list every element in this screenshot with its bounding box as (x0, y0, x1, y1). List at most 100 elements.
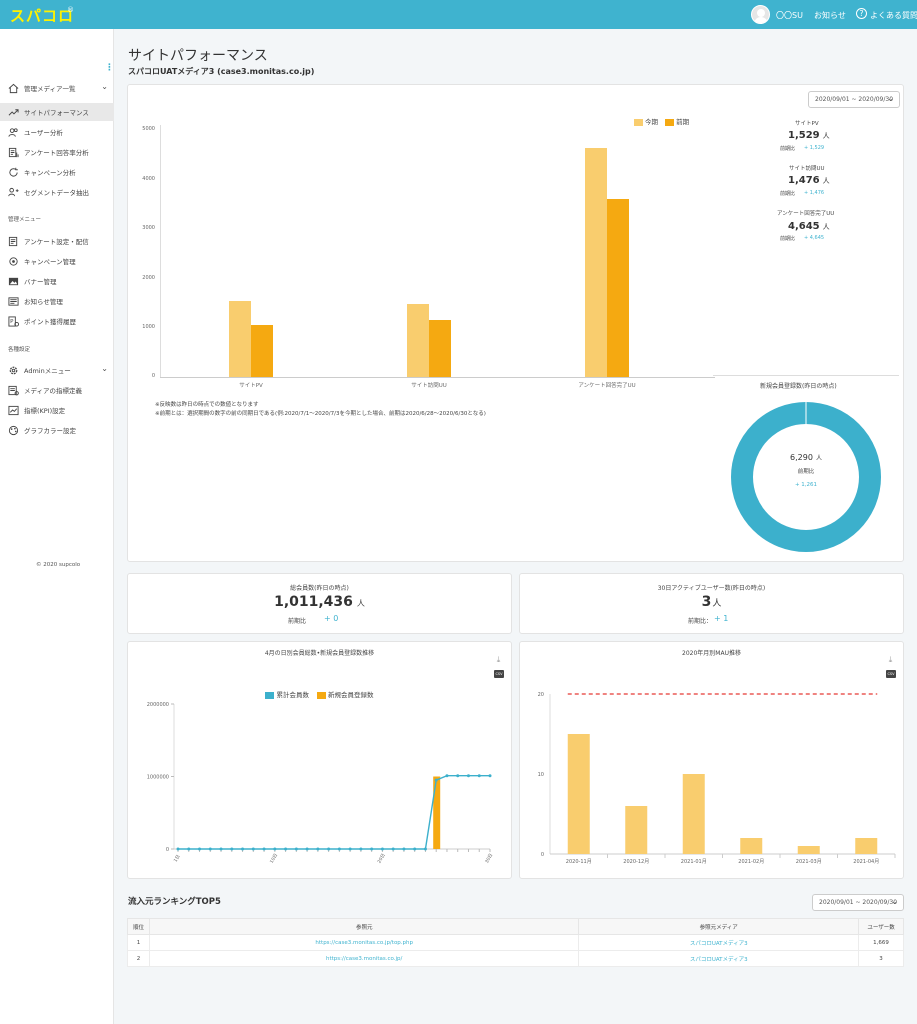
x-tick: 2021-03月 (796, 859, 822, 865)
donut-diff: + 1,261 (794, 482, 818, 488)
total-members-point (402, 847, 406, 851)
bar-current[interactable] (229, 301, 251, 377)
total-members-point (337, 847, 341, 851)
total-members-point (294, 847, 298, 851)
chart-note: ※反映数は昨日の時点での数値となります (155, 402, 259, 408)
bar-previous[interactable] (251, 325, 273, 377)
sidebar-item-campaign-manage[interactable]: キャンペーン管理 (0, 252, 114, 270)
daily-chart-legend: 累計会員数 新規会員登録数 (128, 689, 511, 699)
ranking-date-select[interactable]: 2020/09/01 ~ 2020/09/30 ⌄ (812, 894, 904, 911)
sidebar-item-survey-rate[interactable]: アンケート回答率分析 (0, 143, 114, 161)
column-header[interactable]: ユーザー数 (858, 918, 904, 935)
chart-title: 2020年月別MAU推移 (682, 650, 741, 657)
total-members-point (316, 847, 320, 851)
column-header[interactable]: 順位 (127, 918, 150, 935)
sidebar-item-segment-export[interactable]: セグメントデータ抽出 (0, 183, 114, 201)
bar-previous[interactable] (607, 199, 629, 377)
stat-title: サイトPV (795, 121, 819, 127)
trend-icon (8, 107, 19, 118)
ranking-title: 流入元ランキングTOP5 (128, 897, 221, 907)
sidebar-item-label: ポイント獲得履歴 (24, 318, 76, 326)
y-tick: 0 (541, 852, 544, 858)
sidebar-item-admin-menu[interactable]: Adminメニュー ⌄ (0, 361, 114, 379)
bar-current[interactable] (407, 304, 429, 377)
page-subtitle: スパコロUATメディア3 (case3.monitas.co.jp) (128, 67, 315, 76)
total-members-point (477, 774, 481, 778)
section-label-settings: 各種設定 (8, 347, 31, 353)
sidebar-item-metric-definition[interactable]: メディアの指標定義 (0, 381, 114, 399)
total-members-point (456, 774, 460, 778)
sidebar-item-kpi-settings[interactable]: 指標(KPI)設定 (0, 401, 114, 419)
sidebar-item-site-performance[interactable]: サイトパフォーマンス (0, 103, 114, 121)
sidebar-item-user-analysis[interactable]: ユーザー分析 (0, 123, 114, 141)
stat-value: 1,476 人 (788, 175, 830, 186)
date-range-select[interactable]: 2020/09/01 ~ 2020/09/30 ⌄ (808, 91, 900, 108)
kpi-diff-label: 前期比： (688, 618, 713, 625)
mau-bar (625, 806, 648, 854)
sidebar-item-points-history[interactable]: P ポイント獲得履歴 (0, 312, 114, 330)
y-tick: 0 (151, 373, 155, 379)
mau-bar (740, 838, 763, 854)
mau-chart-card: 2020年月別MAU推移 ⤓ CSV 20 10 0 2020-11月 2020-12月… (519, 641, 904, 879)
segment-icon (8, 187, 19, 198)
csv-icon[interactable]: CSV (494, 670, 504, 678)
sidebar-item-label: バナー管理 (24, 278, 57, 286)
avatar[interactable] (751, 5, 770, 24)
donut-value: 6,290 人 (790, 453, 822, 462)
total-members-point (176, 847, 180, 851)
total-members-point (488, 774, 492, 778)
total-members-point (413, 847, 417, 851)
column-header[interactable]: 参照元メディア (578, 918, 860, 935)
stat-title: アンケート回答完了UU (777, 211, 835, 217)
column-header[interactable]: 参照元 (148, 918, 580, 935)
bar-previous[interactable] (429, 320, 451, 377)
x-tick: 1日 (173, 854, 182, 863)
sidebar-item-graph-color[interactable]: グラフカラー設定 (0, 421, 114, 439)
sidebar-item-media-list[interactable]: 管理メディア一覧 ⌄ (0, 79, 114, 97)
sidebar-item-label: メディアの指標定義 (24, 387, 83, 395)
sidebar-item-survey-settings[interactable]: アンケート設定・配信 (0, 232, 114, 250)
logo[interactable]: スパコロ (10, 7, 75, 25)
chevron-down-icon[interactable]: ⌄ (101, 364, 108, 373)
total-members-point (359, 847, 363, 851)
x-tick: 20日 (376, 853, 386, 865)
bar-current[interactable] (585, 147, 607, 377)
total-members-point (391, 847, 395, 851)
x-tick: 2021-01月 (681, 859, 707, 865)
kpi-diff-label: 前期比 (288, 618, 307, 625)
y-tick: 0 (166, 847, 169, 853)
refresh-icon (8, 167, 19, 178)
donut-divider (713, 375, 899, 376)
user-count-cell: 1,669 (858, 934, 904, 951)
csv-icon[interactable]: CSV (886, 670, 896, 678)
chart-note: ※前期とは：選択期間の数字の前の同期日である(例:2020/7/1〜2020/7… (155, 411, 486, 417)
svg-text:P: P (10, 318, 14, 324)
total-members-line (178, 775, 490, 850)
legend-new: 新規会員登録数 (328, 691, 374, 699)
donut-diff-label: 前期比 (797, 469, 815, 475)
kebab-menu-icon[interactable]: ⋮ (105, 63, 114, 73)
sidebar-item-notice-manage[interactable]: お知らせ管理 (0, 292, 114, 310)
sidebar-item-banner-manage[interactable]: バナー管理 (0, 272, 114, 290)
referrer-link[interactable]: https://case3.monitas.co.jp/top.php (148, 934, 580, 951)
chevron-down-icon[interactable]: ⌄ (101, 82, 108, 91)
download-icon[interactable]: ⤓ (496, 655, 501, 664)
referrer-media-link[interactable]: スパコロUATメディア3 (578, 950, 860, 967)
sidebar-item-campaign-analysis[interactable]: キャンペーン分析 (0, 163, 114, 181)
help-icon[interactable]: ? (856, 8, 867, 19)
page-title: サイトパフォーマンス (128, 48, 268, 64)
user-name[interactable]: 〇〇SU (776, 11, 803, 20)
active-users-card: 30日アクティブユーザー数(昨日の時点) 3人 前期比： + 1 (519, 573, 904, 634)
referrer-link[interactable]: https://case3.monitas.co.jp/ (148, 950, 580, 967)
faq-link[interactable]: よくある質問 (870, 11, 917, 20)
x-tick: サイトPV (239, 383, 263, 389)
stat-diff-label: 前期比 (780, 236, 796, 242)
download-icon[interactable]: ⤓ (888, 655, 893, 664)
sidebar-item-label: アンケート設定・配信 (24, 238, 89, 246)
mau-bar-chart: 20 10 0 2020-11月 2020-12月 2021-01月 2021-02月 202… (538, 692, 896, 865)
referrer-media-link[interactable]: スパコロUATメディア3 (578, 934, 860, 951)
legend-swatch-previous (665, 118, 675, 126)
news-link[interactable]: お知らせ (814, 11, 846, 20)
mau-bar (855, 838, 878, 854)
new-members-bar (433, 776, 441, 849)
